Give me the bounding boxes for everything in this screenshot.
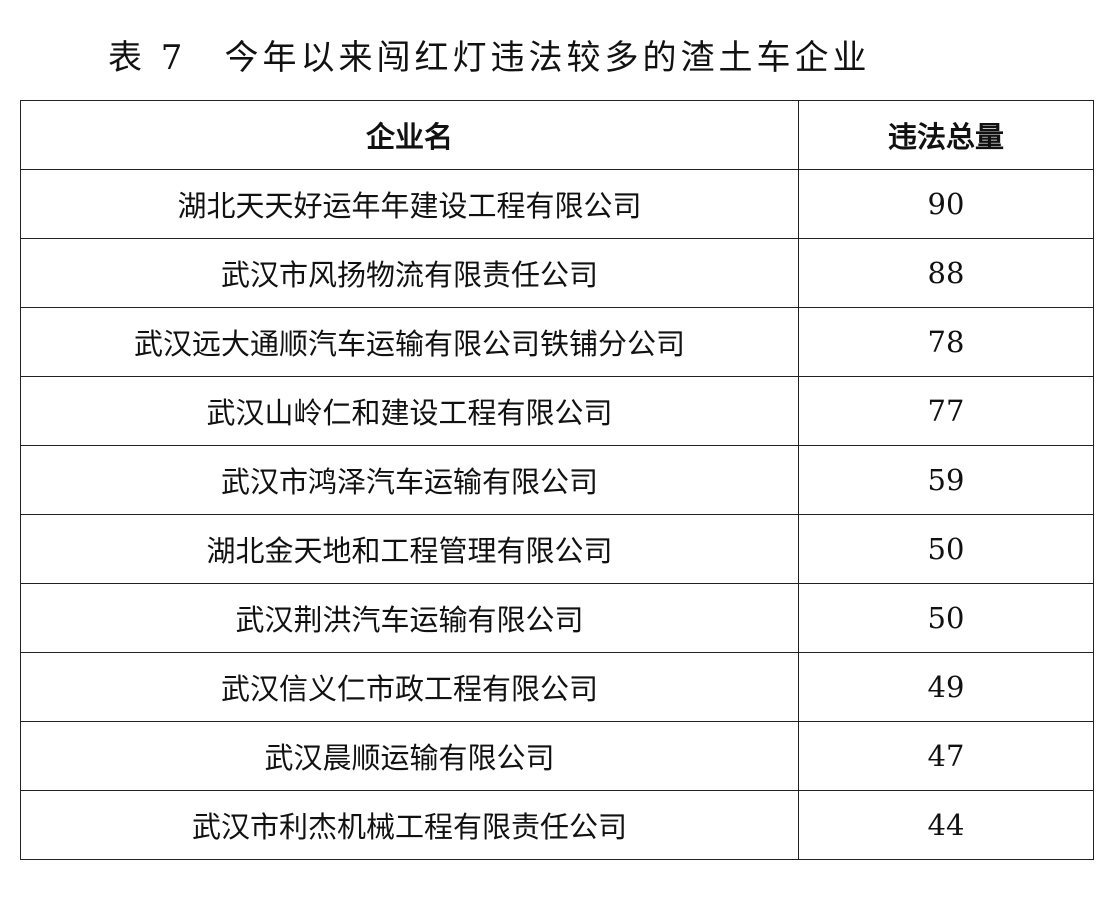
company-cell: 武汉信义仁市政工程有限公司 — [20, 652, 799, 722]
count-cell: 49 — [798, 652, 1094, 722]
company-cell: 武汉远大通顺汽车运输有限公司铁铺分公司 — [20, 307, 799, 377]
data-table: 企业名 违法总量 湖北天天好运年年建设工程有限公司 90 武汉市风扬物流有限责任公司 8… — [20, 100, 1094, 860]
count-cell: 90 — [798, 169, 1094, 239]
table-row: 武汉市风扬物流有限责任公司 88 — [20, 238, 1094, 308]
count-cell: 47 — [798, 721, 1094, 791]
count-cell: 88 — [798, 238, 1094, 308]
table-row: 武汉山岭仁和建设工程有限公司 77 — [20, 376, 1094, 446]
table-row: 武汉信义仁市政工程有限公司 49 — [20, 652, 1094, 722]
company-cell: 武汉山岭仁和建设工程有限公司 — [20, 376, 799, 446]
company-cell: 湖北天天好运年年建设工程有限公司 — [20, 169, 799, 239]
table-row: 武汉晨顺运输有限公司 47 — [20, 721, 1094, 791]
header-cell: 企业名 — [20, 100, 799, 170]
count-cell: 77 — [798, 376, 1094, 446]
company-cell: 湖北金天地和工程管理有限公司 — [20, 514, 799, 584]
count-cell: 50 — [798, 583, 1094, 653]
count-cell: 78 — [798, 307, 1094, 377]
company-cell: 武汉荆洪汽车运输有限公司 — [20, 583, 799, 653]
table-row: 武汉荆洪汽车运输有限公司 50 — [20, 583, 1094, 653]
table-title: 表 7 今年以来闯红灯违法较多的渣土车企业 — [108, 38, 871, 78]
company-cell: 武汉市鸿泽汽车运输有限公司 — [20, 445, 799, 515]
company-cell: 武汉晨顺运输有限公司 — [20, 721, 799, 791]
table-row: 湖北金天地和工程管理有限公司 50 — [20, 514, 1094, 584]
header-cell: 违法总量 — [798, 100, 1094, 170]
count-cell: 59 — [798, 445, 1094, 515]
header-row: 企业名 违法总量 — [20, 100, 1094, 170]
table-row: 湖北天天好运年年建设工程有限公司 90 — [20, 169, 1094, 239]
table-body: 湖北天天好运年年建设工程有限公司 90 武汉市风扬物流有限责任公司 88 武汉远大通顺汽… — [20, 169, 1094, 860]
table-row: 武汉市利杰机械工程有限责任公司 44 — [20, 790, 1094, 860]
company-cell: 武汉市利杰机械工程有限责任公司 — [20, 790, 799, 860]
company-cell: 武汉市风扬物流有限责任公司 — [20, 238, 799, 308]
table-row: 武汉市鸿泽汽车运输有限公司 59 — [20, 445, 1094, 515]
count-cell: 44 — [798, 790, 1094, 860]
table-row: 武汉远大通顺汽车运输有限公司铁铺分公司 78 — [20, 307, 1094, 377]
count-cell: 50 — [798, 514, 1094, 584]
